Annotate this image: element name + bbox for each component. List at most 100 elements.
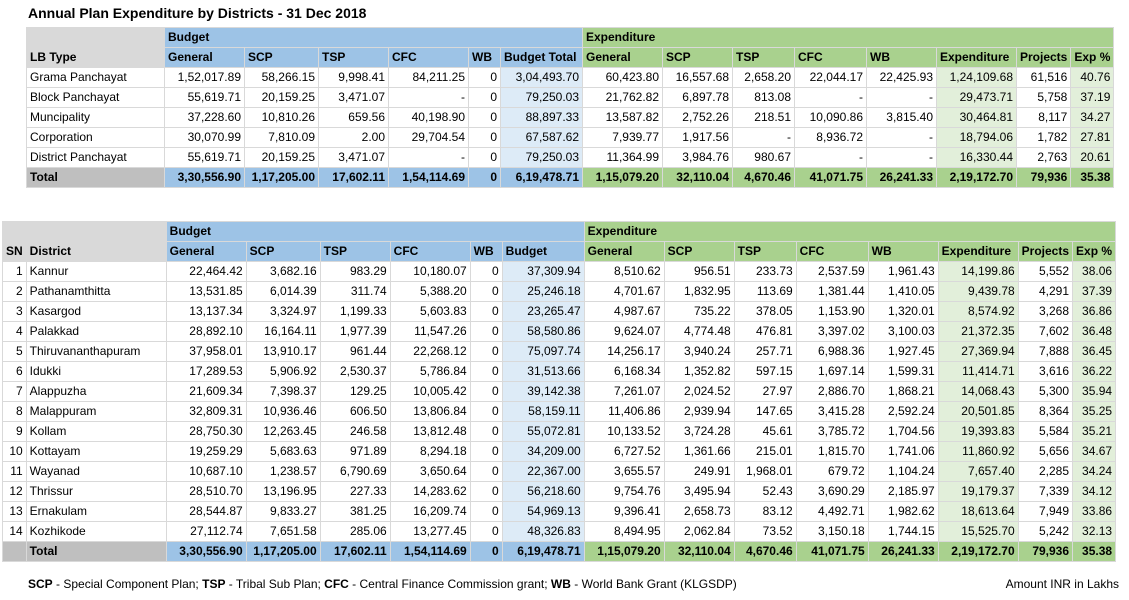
table-cell: 16,209.74	[389, 501, 471, 522]
table-cell: 55,619.71	[164, 87, 245, 108]
table-cell: 0	[469, 281, 503, 302]
total-cell: 1,17,205.00	[245, 541, 321, 562]
table-cell: 4,492.71	[795, 501, 869, 522]
table-cell: 16,164.11	[245, 321, 321, 342]
total-cell: 1,54,114.69	[388, 167, 469, 188]
lb-type-table-body: Grama Panchayat 1,52,017.89 58,266.15 9,998…	[26, 67, 1115, 188]
table-cell: 1,381.44	[795, 281, 869, 302]
table-cell: 10,936.46	[245, 401, 321, 422]
table-cell: 16,330.44	[936, 147, 1017, 168]
total-cell: 6,19,478.71	[501, 541, 585, 562]
column-header-general-1: General	[164, 47, 245, 68]
table-cell: 215.01	[733, 441, 797, 462]
total-cell: 32,110.04	[662, 167, 733, 188]
footnote-scp-text: - Special Component Plan;	[52, 577, 203, 591]
table-cell: 5,388.20	[389, 281, 471, 302]
table-cell: 13	[2, 501, 27, 522]
total-cell: 1,54,114.69	[389, 541, 471, 562]
table-cell: 79,250.03	[500, 147, 583, 168]
table-cell: 3,940.24	[663, 341, 735, 362]
footnote-tsp-text: - Tribal Sub Plan;	[225, 577, 325, 591]
table-cell: 34.27	[1070, 107, 1115, 128]
total-cell: 3,30,556.90	[164, 167, 245, 188]
total-cell: 32,110.04	[663, 541, 735, 562]
table-cell: 311.74	[319, 281, 391, 302]
table-cell: 37.19	[1070, 87, 1115, 108]
table-cell: 246.58	[319, 421, 391, 442]
table-cell: 84,211.25	[388, 67, 469, 88]
table-cell: 0	[468, 127, 501, 148]
table-cell: 0	[469, 261, 503, 282]
table-row: Grama Panchayat 1,52,017.89 58,266.15 9,998…	[26, 67, 1115, 88]
footnote-tsp-abbr: TSP	[202, 577, 226, 591]
table-cell: 56,218.60	[501, 481, 585, 502]
page-title: Annual Plan Expenditure by Districts - 3…	[28, 5, 367, 21]
table-cell: 40,198.90	[388, 107, 469, 128]
footnote-cfc-text: - Central Finance Commission grant;	[348, 577, 551, 591]
table-cell: 2	[2, 281, 27, 302]
table-cell: 1,917.56	[662, 127, 733, 148]
column-header-general-7: General	[582, 47, 663, 68]
table-cell: 27.97	[733, 381, 797, 402]
table-cell: 3,04,493.70	[500, 67, 583, 88]
table-cell: 5,683.63	[245, 441, 321, 462]
table-cell: 14,256.17	[583, 341, 665, 362]
table-cell: 3,100.03	[867, 321, 939, 342]
table-cell: 11,547.26	[389, 321, 471, 342]
table-row: 3 Kasargod 13,137.34 3,324.97 1,199.33 5,603.…	[2, 301, 1117, 322]
table-cell: 3,324.97	[245, 301, 321, 322]
column-header-scp-2: SCP	[244, 47, 319, 68]
table-cell: Malappuram	[25, 401, 167, 422]
table-cell: 30,070.99	[164, 127, 245, 148]
table-cell: 233.73	[733, 261, 797, 282]
table-cell: 7,398.37	[245, 381, 321, 402]
table-cell: 29,473.71	[936, 87, 1017, 108]
table-cell: 6	[2, 361, 27, 382]
table-cell: 22,268.12	[389, 341, 471, 362]
table-row: 9 Kollam 28,750.30 12,263.45 246.58 13,812.48…	[2, 421, 1117, 442]
table-row: Block Panchayat 55,619.71 20,159.25 3,471.0…	[26, 87, 1115, 108]
table-cell: 3,471.07	[318, 87, 389, 108]
units-note: Amount INR in Lakhs	[1005, 577, 1119, 591]
table-cell: 1,697.14	[795, 361, 869, 382]
total-cell: 4,670.46	[733, 541, 797, 562]
table-cell: 3,650.64	[389, 461, 471, 482]
table-cell: 5,242	[1017, 521, 1074, 542]
table-cell: 0	[469, 301, 503, 322]
table-cell: 27.81	[1070, 127, 1115, 148]
table-cell: 6,988.36	[795, 341, 869, 362]
total-cell: 1,15,079.20	[582, 167, 663, 188]
table-cell: 1,361.66	[663, 441, 735, 462]
table-cell: 3,815.40	[866, 107, 937, 128]
table-cell: 3,268	[1017, 301, 1074, 322]
table-cell: 10,810.26	[244, 107, 319, 128]
table-cell: 0	[469, 341, 503, 362]
table-cell: 3,471.07	[318, 147, 389, 168]
total-cell: 0	[469, 541, 503, 562]
table-row: 1 Kannur 22,464.42 3,682.16 983.29 10,180.07 0…	[2, 261, 1117, 282]
column-header-scp-3: SCP	[245, 241, 321, 262]
table-row: 14 Kozhikode 27,112.74 7,651.58 285.06 13,277…	[2, 521, 1117, 542]
table-cell: 1,352.82	[663, 361, 735, 382]
table-cell: 37,309.94	[501, 261, 585, 282]
table-cell: 1,968.01	[733, 461, 797, 482]
table-cell: 961.44	[319, 341, 391, 362]
table-cell: 5,552	[1017, 261, 1074, 282]
table-cell: 22,464.42	[165, 261, 247, 282]
table-cell: 2,763	[1015, 147, 1072, 168]
column-header-cfc-10: CFC	[794, 47, 867, 68]
table-cell: 606.50	[319, 401, 391, 422]
table-cell: 36.22	[1072, 361, 1117, 382]
column-header-lb-type-0: LB Type	[26, 47, 165, 68]
table-cell: 0	[469, 401, 503, 422]
column-header-wb-12: WB	[867, 241, 939, 262]
table-cell: 28,510.70	[165, 481, 247, 502]
table-cell: Kozhikode	[25, 521, 167, 542]
table-cell: Corporation	[26, 127, 165, 148]
footnote-scp-abbr: SCP	[28, 577, 53, 591]
lb-type-table: Budget Expenditure LB Type General SCP TSP C…	[26, 27, 1115, 188]
table-cell: 32,809.31	[165, 401, 247, 422]
table-cell: 3,724.28	[663, 421, 735, 442]
table-cell: 28,750.30	[165, 421, 247, 442]
table-cell: 12	[2, 481, 27, 502]
